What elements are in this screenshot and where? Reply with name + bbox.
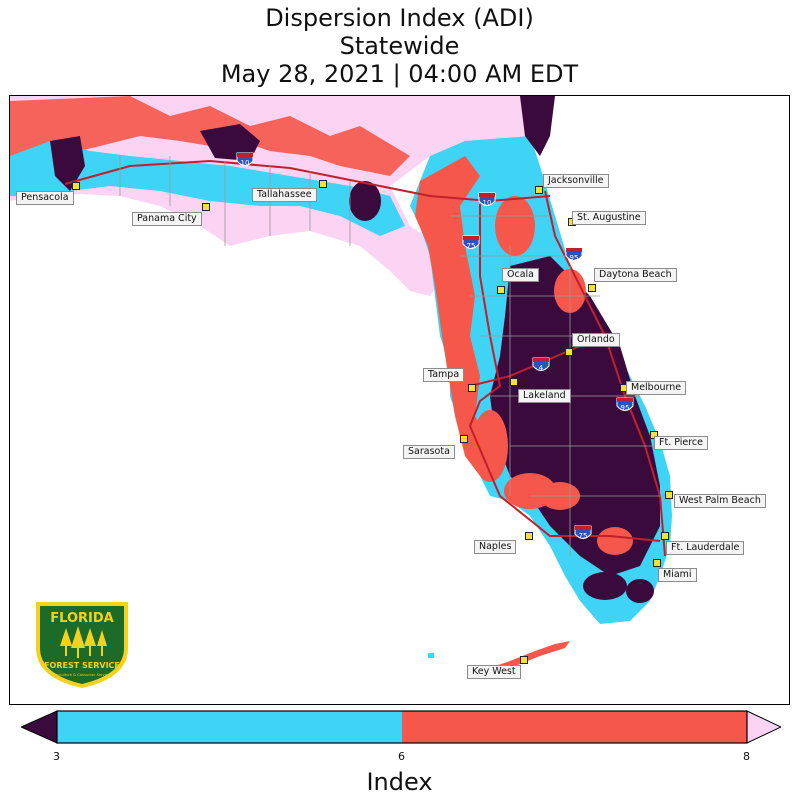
keys-dot	[428, 653, 434, 658]
city-label-pensacola[interactable]: Pensacola	[16, 191, 74, 205]
colorbar	[21, 710, 781, 744]
city-marker	[588, 284, 596, 292]
very-low-pensacola	[50, 136, 85, 191]
logo-subtitle: FOREST SERVICE	[44, 661, 120, 670]
i95-route	[544, 190, 666, 557]
city-label-sarasota[interactable]: Sarasota	[403, 445, 455, 459]
city-marker	[661, 532, 669, 540]
city-marker	[653, 559, 661, 567]
moderate-blob	[495, 196, 535, 256]
interstate-95-shield: 95	[616, 397, 634, 412]
moderate-band-west	[415, 156, 490, 476]
colorbar-tick: 3	[53, 750, 60, 763]
city-marker	[468, 384, 476, 392]
moderate-blob	[597, 527, 633, 555]
city-marker	[510, 378, 518, 386]
interstate-95-shield: 95	[565, 247, 583, 262]
city-marker	[535, 186, 543, 194]
very-low-i10	[200, 124, 260, 161]
city-label-west-palm-beach[interactable]: West Palm Beach	[674, 494, 766, 508]
city-label-naples[interactable]: Naples	[474, 540, 517, 554]
city-marker	[665, 491, 673, 499]
florida-map[interactable]: 10 10 75 95 4 95 75 Pensacola Panama Cit…	[9, 95, 790, 705]
city-label-miami[interactable]: Miami	[658, 568, 697, 582]
city-marker	[520, 656, 528, 664]
moderate-band-panhandle	[10, 141, 405, 236]
city-marker	[72, 182, 80, 190]
interstate-75-shield: 75	[462, 235, 480, 250]
city-label-tallahassee[interactable]: Tallahassee	[252, 188, 317, 202]
city-label-lakeland[interactable]: Lakeland	[518, 389, 571, 403]
colorbar-label: Index	[366, 768, 433, 796]
city-marker	[565, 348, 573, 356]
florida-forest-service-logo: FLORIDA FOREST SERVICE Agriculture & Con…	[36, 602, 128, 688]
city-marker	[202, 203, 210, 211]
shield-number: 4	[539, 364, 544, 372]
map-title: Dispersion Index (ADI)	[265, 4, 534, 32]
logo-tagline: Agriculture & Consumer Services	[52, 673, 112, 677]
city-label-key-west[interactable]: Key West	[467, 665, 521, 679]
city-label-ft-pierce[interactable]: Ft. Pierce	[654, 436, 708, 450]
very-low-north	[520, 96, 555, 156]
shield-number: 95	[621, 404, 630, 412]
colorbar-low-extension	[21, 710, 58, 744]
shield-number: 75	[467, 242, 476, 250]
colorbar-high-extension	[746, 710, 781, 744]
city-label-st-augustine[interactable]: St. Augustine	[572, 211, 646, 225]
city-label-tampa[interactable]: Tampa	[423, 368, 465, 382]
shield-number: 10	[241, 159, 250, 167]
city-marker	[525, 532, 533, 540]
colorbar-tick: 6	[398, 750, 405, 763]
colorbar-bin-moderate	[402, 711, 747, 743]
city-marker	[460, 435, 468, 443]
logo-title: FLORIDA	[50, 611, 113, 626]
colorbar-bin-low	[57, 711, 402, 743]
city-label-daytona-beach[interactable]: Daytona Beach	[594, 268, 677, 282]
city-label-panama-city[interactable]: Panama City	[132, 212, 202, 226]
map-timestamp: May 28, 2021 | 04:00 AM EDT	[220, 60, 579, 88]
shield-number: 10	[483, 199, 492, 207]
city-label-melbourne[interactable]: Melbourne	[626, 381, 687, 395]
shield-number: 95	[570, 254, 579, 262]
interstate-75-shield: 75	[574, 525, 592, 540]
city-label-ft-lauderdale[interactable]: Ft. Lauderdale	[666, 541, 745, 555]
very-low-blob	[349, 181, 381, 221]
moderate-blob	[472, 410, 508, 482]
city-label-ocala[interactable]: Ocala	[502, 268, 539, 282]
city-label-jacksonville[interactable]: Jacksonville	[543, 174, 609, 188]
city-marker	[497, 286, 505, 294]
pine-tree-icons	[60, 626, 107, 658]
interstate-10-shield: 10	[478, 192, 496, 207]
colorbar-tick: 8	[743, 750, 750, 763]
very-low-blob	[626, 579, 654, 603]
city-label-orlando[interactable]: Orlando	[572, 333, 620, 347]
interstate-10-shield: 10	[236, 152, 254, 167]
colorbar-outline	[56, 710, 748, 744]
interstate-4-shield: 4	[532, 357, 550, 372]
very-low-blob	[583, 572, 627, 600]
map-subtitle: Statewide	[339, 32, 460, 60]
city-marker	[319, 180, 327, 188]
shield-number: 75	[579, 532, 588, 540]
